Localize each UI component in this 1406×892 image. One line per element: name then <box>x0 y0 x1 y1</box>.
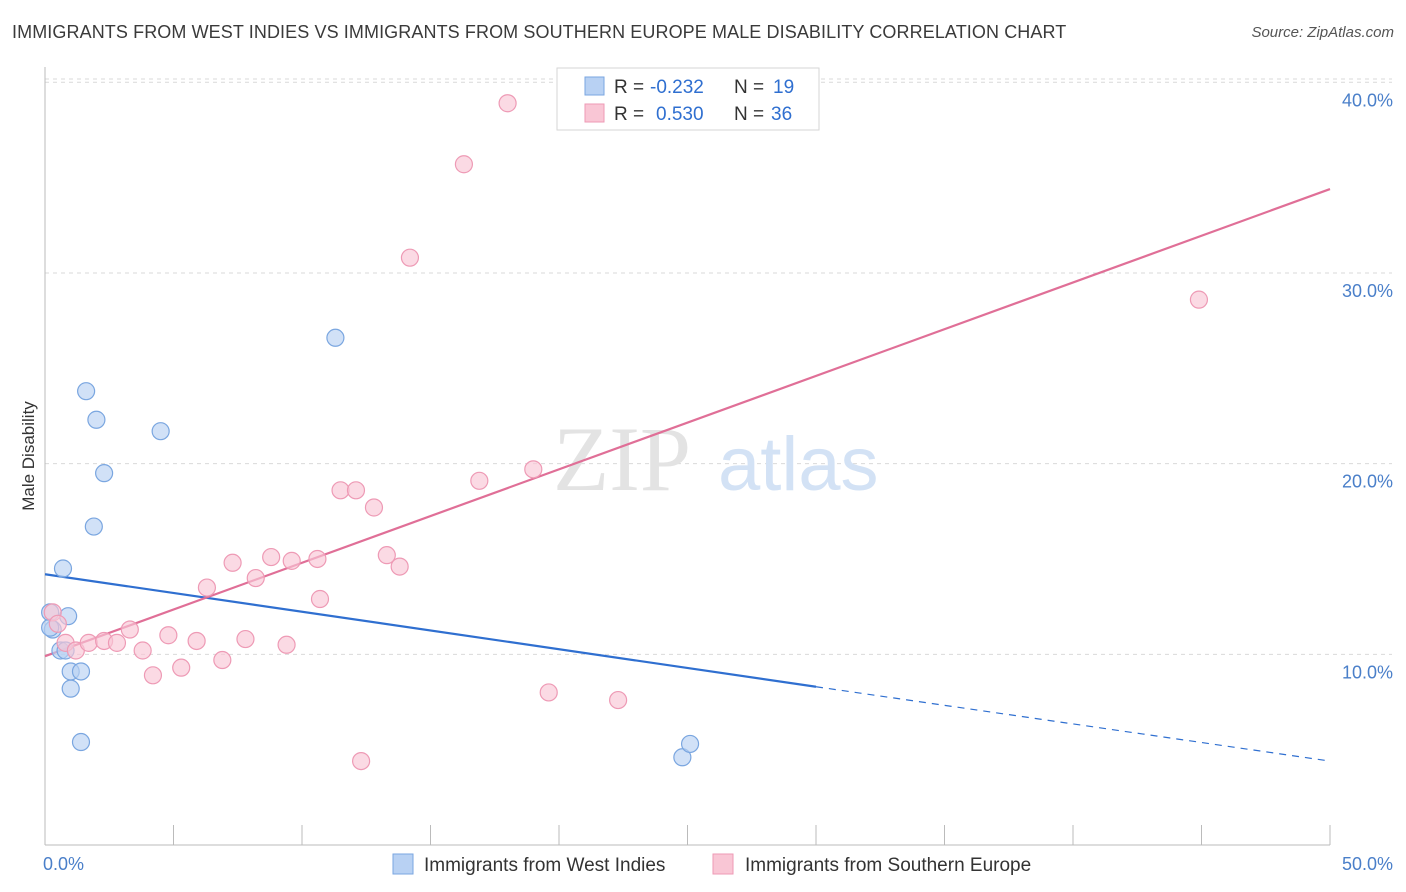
bottom-legend-swatch-west-indies <box>392 853 414 875</box>
point-west-indies <box>673 748 692 767</box>
point-southern-europe <box>310 589 330 609</box>
point-west-indies <box>61 679 80 698</box>
points-layer <box>41 94 1209 771</box>
point-southern-europe <box>223 553 242 572</box>
point-southern-europe <box>172 658 191 677</box>
legend-swatch-west-indies <box>584 76 605 96</box>
point-southern-europe <box>213 650 232 670</box>
point-southern-europe <box>377 546 396 565</box>
watermark-atlas: atlas <box>718 422 879 507</box>
legend-r-value: 0.530 <box>656 104 704 125</box>
point-southern-europe <box>277 635 296 654</box>
point-southern-europe <box>159 626 178 645</box>
x-tick-label: 50.0% <box>1342 854 1393 874</box>
legend-box: R = -0.232 N = 19 R = 0.530 N = 36 <box>556 67 820 131</box>
legend-n-value: 19 <box>773 77 794 98</box>
legend-r-label: R = <box>614 104 644 125</box>
point-west-indies <box>680 734 700 754</box>
point-southern-europe <box>48 614 67 633</box>
point-southern-europe <box>364 498 384 517</box>
point-southern-europe <box>79 633 98 652</box>
legend-r-label: R = <box>614 77 644 98</box>
trendline-west-indies-extension <box>815 686 1331 762</box>
point-southern-europe <box>246 568 265 588</box>
point-southern-europe <box>498 94 517 113</box>
watermark-zip: ZIP <box>553 408 691 510</box>
point-southern-europe <box>262 547 281 567</box>
point-west-indies <box>77 382 96 401</box>
legend-n-label: N = <box>734 77 764 98</box>
point-west-indies <box>151 422 170 441</box>
point-southern-europe <box>390 557 409 576</box>
point-west-indies <box>326 328 345 347</box>
point-southern-europe <box>197 578 217 597</box>
point-southern-europe <box>400 248 420 267</box>
y-tick-label: 30.0% <box>1342 281 1393 301</box>
legend-r-value: -0.232 <box>650 77 704 98</box>
point-west-indies <box>53 559 73 578</box>
trendline-southern-europe <box>44 188 1331 658</box>
point-southern-europe <box>133 641 152 660</box>
point-southern-europe <box>352 751 371 771</box>
bottom-legend-label-west-indies: Immigrants from West Indies <box>424 855 665 876</box>
chart-title: IMMIGRANTS FROM WEST INDIES VS IMMIGRANT… <box>12 22 1067 42</box>
bottom-legend-label-southern-europe: Immigrants from Southern Europe <box>745 855 1031 876</box>
point-southern-europe <box>1189 290 1209 309</box>
point-southern-europe <box>107 633 127 652</box>
point-southern-europe <box>346 481 366 500</box>
y-tick-label: 10.0% <box>1342 662 1393 682</box>
grid-layer <box>45 78 1392 655</box>
point-west-indies <box>71 732 91 752</box>
legend-n-label: N = <box>734 104 764 125</box>
point-southern-europe <box>331 481 350 500</box>
point-west-indies <box>87 410 106 429</box>
source-label: Source: ZipAtlas.com <box>1251 24 1394 41</box>
axes-layer: 10.0% 20.0% 30.0% 40.0% 0.0% 50.0% <box>43 67 1393 874</box>
point-southern-europe <box>308 549 327 569</box>
point-west-indies <box>84 517 103 536</box>
y-axis-label: Male Disability <box>19 401 38 511</box>
point-southern-europe <box>187 631 206 651</box>
point-southern-europe <box>470 471 489 490</box>
trendline-west-indies <box>44 573 817 688</box>
point-southern-europe <box>143 666 163 685</box>
y-tick-label: 20.0% <box>1342 472 1393 492</box>
point-southern-europe <box>539 683 558 702</box>
watermark: ZIP atlas <box>553 408 879 510</box>
legend-swatch-southern-europe <box>584 103 605 123</box>
bottom-legend-swatch-southern-europe <box>712 853 734 875</box>
point-southern-europe <box>609 690 628 710</box>
bottom-legend: Immigrants from West Indies Immigrants f… <box>392 853 1031 876</box>
point-southern-europe <box>120 620 139 639</box>
point-west-indies <box>95 464 114 483</box>
point-southern-europe <box>236 629 255 649</box>
point-southern-europe <box>524 460 543 479</box>
point-southern-europe <box>454 155 474 174</box>
y-tick-label: 40.0% <box>1342 90 1393 110</box>
legend-n-value: 36 <box>771 104 792 125</box>
point-southern-europe <box>282 551 301 570</box>
x-tick-label: 0.0% <box>43 854 84 874</box>
point-west-indies <box>71 662 91 681</box>
